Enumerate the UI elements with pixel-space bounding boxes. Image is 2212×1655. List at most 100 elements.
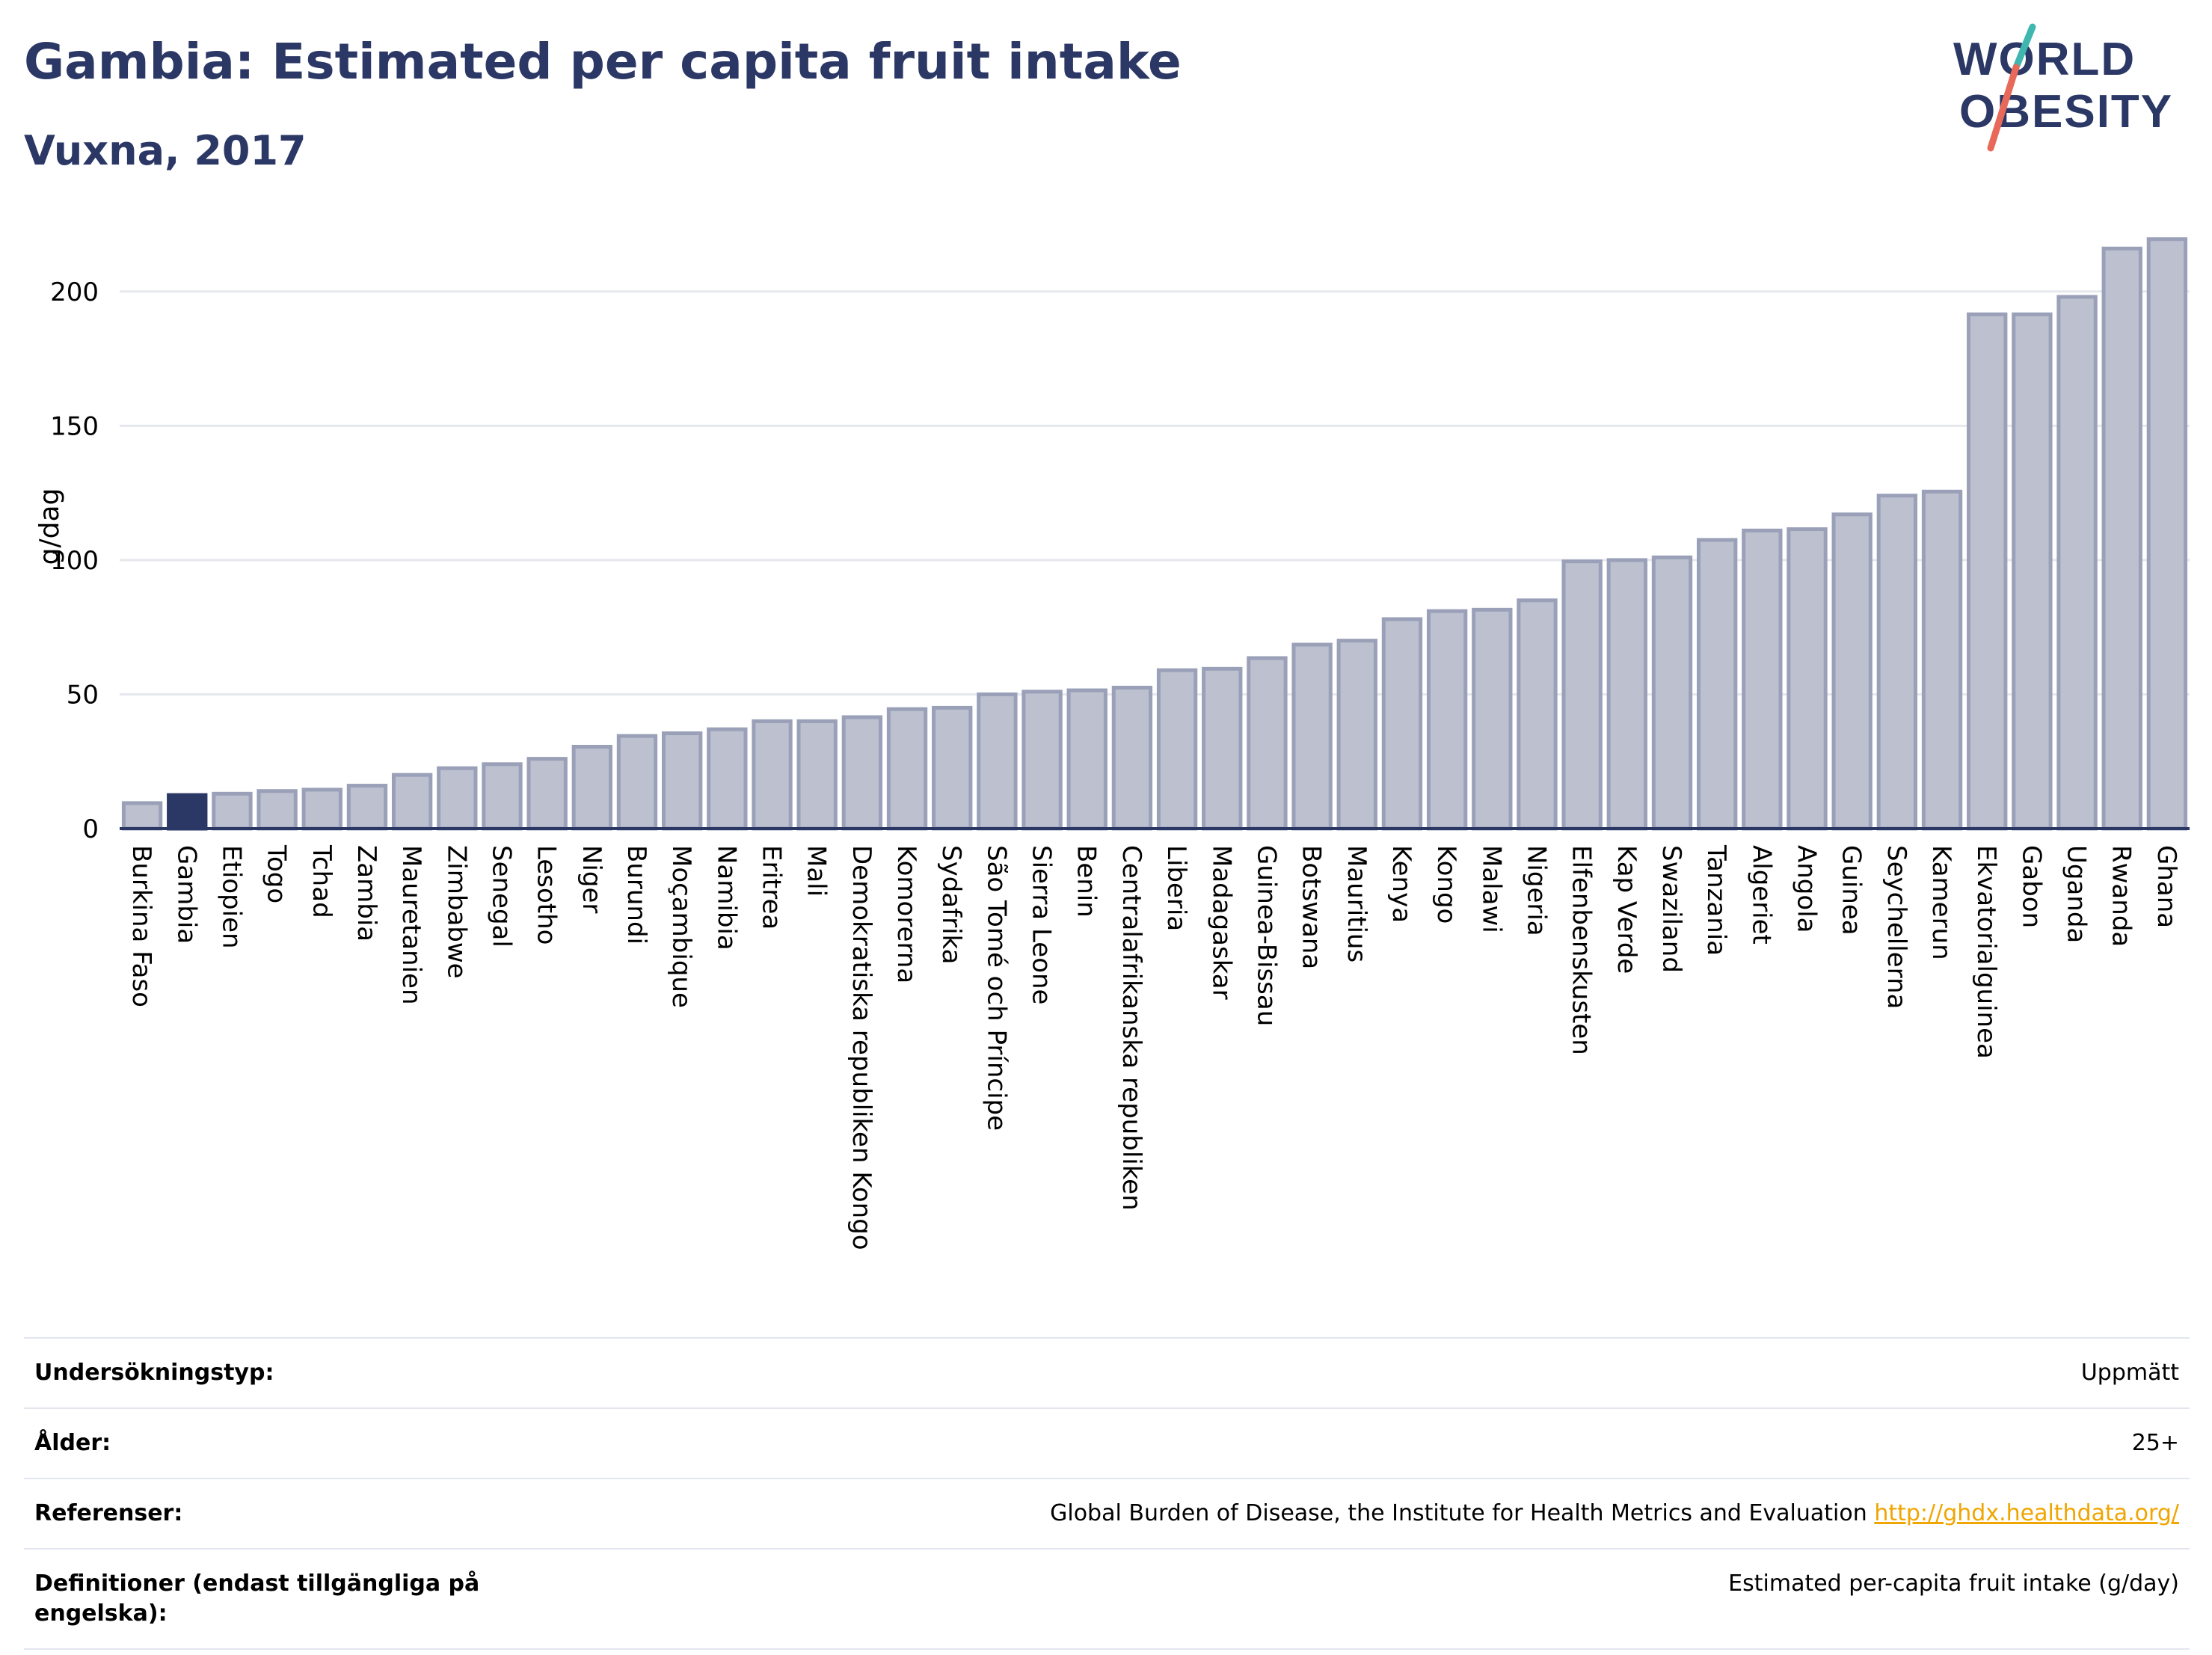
x-tick-label: Malawi [1476, 845, 1506, 933]
bar [796, 719, 838, 831]
bar [1967, 312, 2008, 831]
logo-line1: WORLD [1953, 34, 2136, 85]
x-tick-label: Algeriet [1746, 845, 1776, 945]
info-label: Ålder: [34, 1430, 111, 1456]
page-title: Gambia: Estimated per capita fruit intak… [24, 33, 1182, 90]
x-tick-label: Komorerna [891, 845, 921, 983]
x-tick-label: Niger [577, 845, 606, 913]
x-tick-label: Kap Verde [1612, 845, 1641, 974]
info-row-definitions: Definitioner (endast tillgängliga på eng… [24, 1548, 2190, 1650]
x-tick-label: Burkina Faso [126, 845, 156, 1007]
x-tick-label: Sydafrika [936, 845, 966, 964]
x-tick-label: Senegal [486, 845, 516, 948]
y-tick-label: 100 [50, 546, 99, 576]
bar [1651, 555, 1693, 831]
bar [1697, 538, 1738, 831]
bar [1426, 609, 1468, 831]
y-tick-label: 0 [82, 814, 99, 844]
y-axis-label: g/dag [34, 488, 65, 565]
x-tick-label: Lesotho [532, 845, 562, 945]
bar [121, 801, 163, 831]
x-tick-label: Botswana [1297, 845, 1327, 969]
bar [1066, 688, 1107, 831]
x-tick-label: Uganda [2062, 845, 2092, 943]
info-value: Global Burden of Disease, the Institute … [1050, 1499, 2179, 1529]
x-tick-label: Tanzania [1701, 844, 1731, 956]
reference-text: Global Burden of Disease, the Institute … [1050, 1500, 1867, 1526]
x-tick-label: Mauritius [1342, 845, 1371, 962]
bar [662, 731, 703, 831]
bar [1156, 668, 1198, 831]
x-tick-label: Kamerun [1926, 845, 1956, 960]
x-tick-label: Benin [1072, 845, 1102, 918]
x-tick-label: Sierra Leone [1027, 845, 1057, 1004]
info-row-age: Ålder: 25+ [24, 1407, 2190, 1478]
x-tick-label: Mauretanien [396, 845, 426, 1005]
y-tick-label: 200 [50, 277, 99, 307]
x-tick-label: Burundi [621, 845, 651, 945]
info-label: Referenser: [34, 1500, 183, 1526]
bar [1202, 666, 1243, 831]
page-subtitle: Vuxna, 2017 [24, 127, 307, 174]
bar [1517, 598, 1558, 831]
x-tick-label: Mali [802, 845, 832, 897]
x-tick-label: Centralafrikanska republiken [1116, 845, 1146, 1211]
info-row-references: Referenser: Global Burden of Disease, th… [24, 1478, 2190, 1548]
bar [2012, 312, 2053, 831]
x-tick-label: Kenya [1386, 845, 1416, 923]
x-tick-label: Swaziland [1656, 845, 1686, 973]
x-tick-label: Gambia [171, 845, 201, 944]
bar [977, 692, 1018, 831]
bar [346, 784, 388, 831]
bar [1291, 642, 1333, 831]
x-tick-label: Ekvatorialguinea [1971, 845, 2001, 1059]
bar [886, 707, 928, 831]
x-tick-label: Zambia [351, 845, 381, 942]
y-tick-label: 150 [50, 411, 99, 441]
x-tick-label: Liberia [1161, 845, 1191, 931]
bar-chart: 0 50 100 150 200 g/dag Burkina Faso Gambia Etiop… [34, 237, 2190, 1250]
reference-link[interactable]: http://ghdx.healthdata.org/ [1874, 1500, 2179, 1526]
bar [1921, 489, 1963, 831]
bar [212, 791, 253, 831]
x-tick-label: Gabon [2016, 845, 2046, 928]
x-tick-label: Madagaskar [1206, 845, 1236, 1000]
x-tick-label: Togo [262, 844, 292, 903]
bar [2056, 295, 2098, 831]
bar [1831, 512, 1872, 831]
bar [301, 787, 342, 831]
info-label: Undersökningstyp: [34, 1360, 274, 1386]
x-tick-label: Ghana [2151, 845, 2181, 928]
info-table: Undersökningstyp: Uppmätt Ålder: 25+ Ref… [24, 1337, 2190, 1650]
bar [841, 715, 883, 831]
x-tick-label: São Tomé och Príncipe [981, 845, 1011, 1131]
bar [482, 762, 523, 831]
x-tick-label: Nigeria [1521, 845, 1551, 936]
bar [1561, 559, 1603, 831]
bar [1381, 617, 1423, 831]
x-tick-label: Namibia [711, 845, 741, 951]
bar [1606, 558, 1647, 831]
x-tick-label: Eritrea [757, 845, 787, 930]
info-row-survey-type: Undersökningstyp: Uppmätt [24, 1337, 2190, 1407]
bar [1336, 639, 1377, 831]
bar [391, 773, 433, 831]
bar [526, 757, 568, 831]
x-tick-label: Demokratiska republiken Kongo [847, 845, 876, 1250]
info-value: Uppmätt [2080, 1360, 2179, 1386]
bar [707, 727, 748, 831]
bar [1742, 528, 1783, 831]
x-tick-label: Rwanda [2107, 845, 2136, 947]
bar [1472, 607, 1513, 831]
bar [1021, 690, 1063, 831]
x-tick-label: Elfenbenskusten [1567, 845, 1597, 1055]
y-tick-label: 50 [67, 680, 99, 710]
x-tick-label: Guinea-Bissau [1251, 845, 1281, 1026]
bar [571, 744, 612, 831]
info-value: 25+ [2131, 1430, 2179, 1456]
bar [2101, 246, 2142, 831]
bar [1787, 527, 1828, 831]
world-obesity-logo: WORLD OBESITY [1953, 23, 2172, 152]
bar [752, 719, 793, 831]
x-tick-label: Zimbabwe [441, 845, 471, 979]
